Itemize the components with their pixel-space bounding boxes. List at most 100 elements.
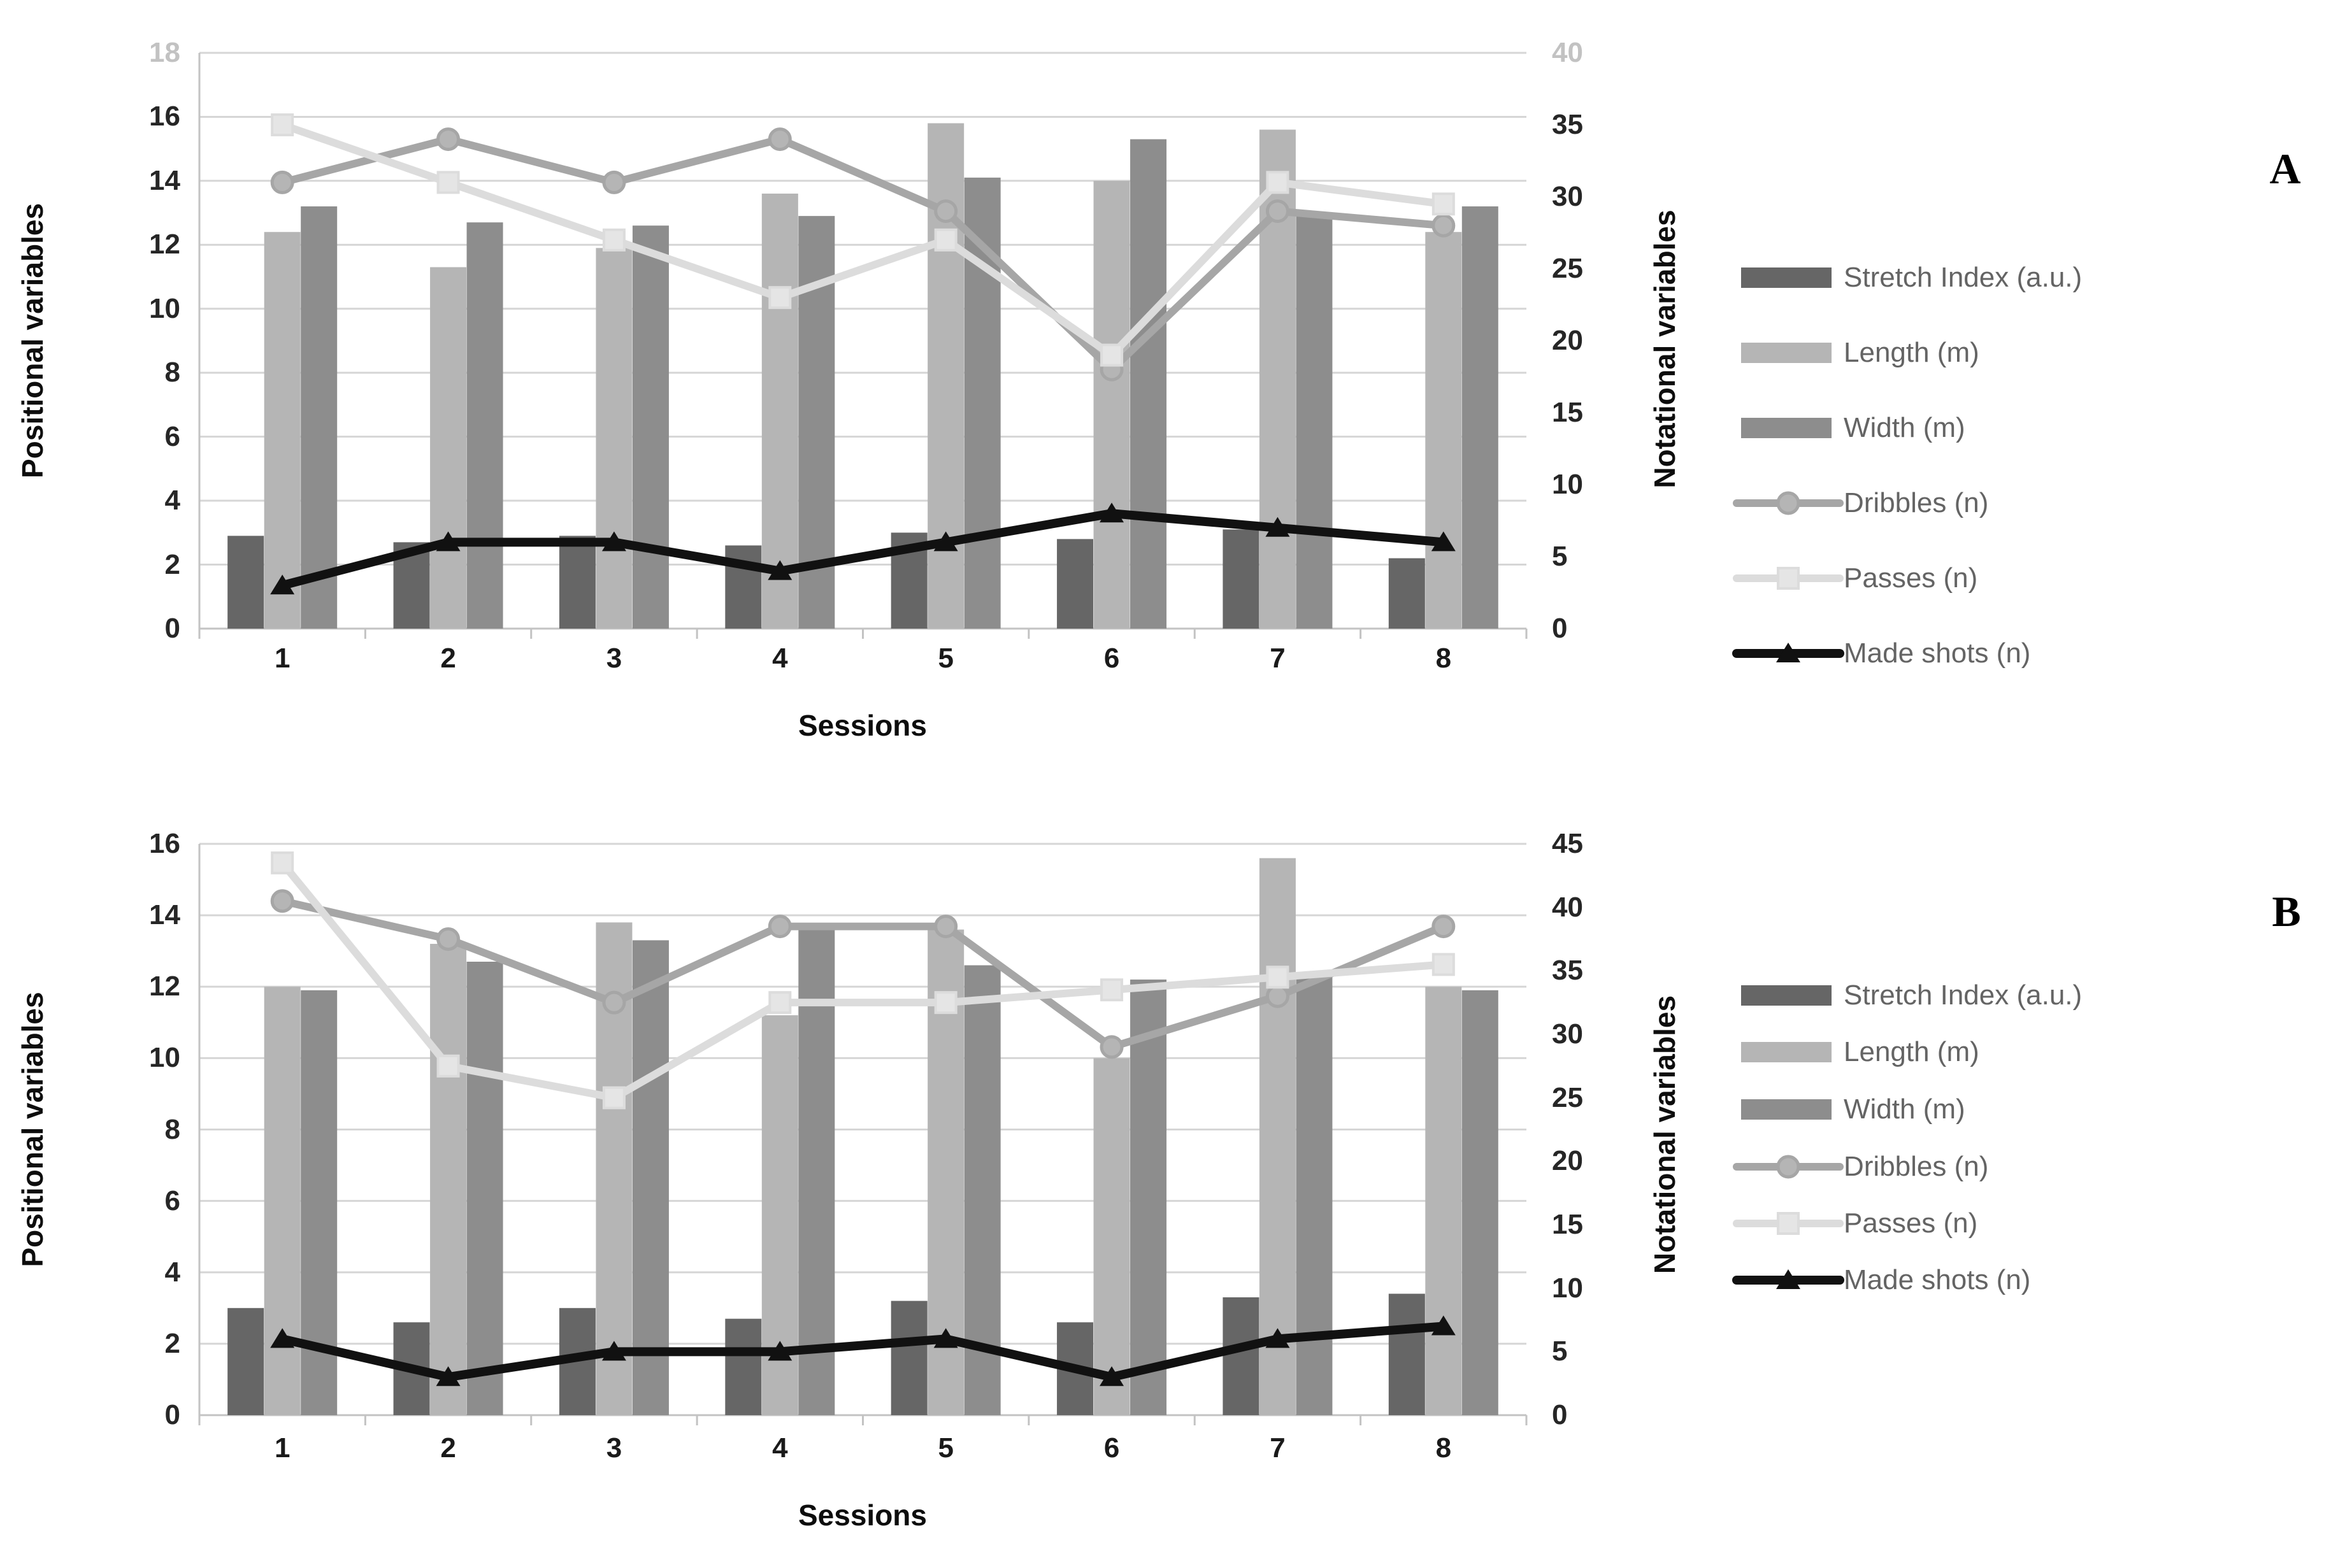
circle-marker [934,915,958,939]
bar-length-m [430,943,467,1415]
triangle-marker [1431,1315,1456,1336]
x-tick-label-session-1: 1 [274,643,290,674]
triangle-marker [436,531,461,552]
circle-marker [270,889,294,913]
bar-length-m [761,193,798,629]
legend-swatch-bar [1741,343,1832,363]
square-marker [271,113,294,136]
chart-A-plot [198,52,1528,639]
x-tick-label-session-2: 2 [440,1432,456,1464]
x-tick-label-session-1: 1 [274,1432,290,1464]
triangle-marker [768,1341,793,1361]
legend-swatch-line [1733,1155,1844,1179]
bar-length-m [1425,232,1462,629]
circle-marker [436,927,461,951]
x-tick-label-session-5: 5 [938,643,954,674]
square-marker [768,286,792,310]
panel-b-letter: B [2272,887,2301,936]
bar-length-m [1425,987,1462,1415]
line-passes-n [278,859,1447,1102]
panel-a: Positional variables Notational variable… [0,0,2331,783]
bar-width-m [1296,976,1333,1415]
legend-swatch-bar [1741,1099,1832,1120]
right-y-tick-label: 40 [1552,37,1583,68]
legend-label: Dribbles (n) [1844,487,1989,518]
triangle-marker [933,1328,958,1348]
circle-marker [1776,1155,1800,1179]
circle-marker [934,199,958,224]
triangle-marker [768,560,793,580]
legend-label: Made shots (n) [1844,638,2031,669]
square-marker [436,171,460,194]
square-marker [1100,343,1124,367]
triangle-marker [1100,502,1124,523]
x-tick-label-session-7: 7 [1270,1432,1286,1464]
bar-width-m [301,206,338,629]
square-marker [1266,966,1289,989]
square-marker [602,1086,626,1109]
line-made-shots-n [278,1322,1448,1382]
triangle-marker [601,531,626,552]
left-y-tick-label: 14 [149,899,180,931]
x-tick-label-session-6: 6 [1103,1432,1120,1464]
bar-length-m [596,248,633,629]
triangle-marker [1265,517,1290,537]
bar-stretch-index-a-u [891,1301,928,1415]
circle-marker [436,127,461,152]
circle-marker [602,170,626,194]
circle-marker [1265,984,1289,1008]
circle-marker [1776,491,1800,515]
bar-width-m [632,940,669,1415]
line-made-shots-n [278,509,1448,590]
right-y-tick-label: 15 [1552,397,1583,428]
left-y-tick-label: 0 [164,1399,180,1430]
left-y-tick-label: 2 [164,548,180,580]
triangle-marker [270,574,295,595]
right-y-tick-label: 0 [1552,1399,1568,1430]
legend-swatch-line [1733,567,1844,590]
triangle-marker [601,1341,626,1361]
x-tick-label-session-7: 7 [1270,643,1286,674]
legend-swatch-bar [1741,1042,1832,1062]
circle-marker [602,990,626,1015]
circle-marker [1265,199,1289,224]
legend-swatch-bar [1741,985,1832,1006]
right-y-tick-label: 15 [1552,1209,1583,1240]
right-y-tick-label: 40 [1552,891,1583,923]
triangle-marker [270,1328,295,1348]
triangle-marker [1776,1269,1800,1289]
legend-swatch-bar [1741,418,1832,438]
bar-width-m [1130,980,1167,1415]
x-tick-label-session-8: 8 [1435,643,1452,674]
triangle-marker [1776,643,1800,662]
square-marker [934,228,958,252]
bar-stretch-index-a-u [1223,1297,1259,1415]
legend-label: Stretch Index (a.u.) [1844,262,2083,293]
square-marker [602,228,626,252]
right-y-tick-label: 5 [1552,1336,1568,1367]
bar-width-m [466,962,503,1415]
x-tick-label-session-4: 4 [772,643,788,674]
triangle-marker [1100,1366,1124,1386]
left-y-tick-label: 4 [164,1256,180,1288]
legend-swatch-line [1732,643,1844,662]
panel-a-letter: A [2269,145,2301,193]
legend-label: Dribbles (n) [1844,1151,1989,1182]
square-marker [934,991,958,1015]
right-y-tick-label: 10 [1552,469,1583,500]
bar-length-m [264,232,301,629]
right-y-tick-label: 5 [1552,541,1568,572]
square-marker [1777,567,1800,590]
left-y-tick-label: 18 [149,37,180,68]
x-tick-label-session-3: 3 [606,1432,622,1464]
square-marker [436,1054,460,1078]
bar-stretch-index-a-u [227,1308,264,1415]
legend-swatch-line [1733,491,1844,515]
line-passes-n [278,121,1447,359]
triangle-marker [1265,1328,1290,1348]
left-y-tick-label: 8 [164,357,180,388]
right-y-tick-label: 45 [1552,828,1583,859]
circle-marker [1431,915,1456,939]
square-marker [1431,953,1455,976]
